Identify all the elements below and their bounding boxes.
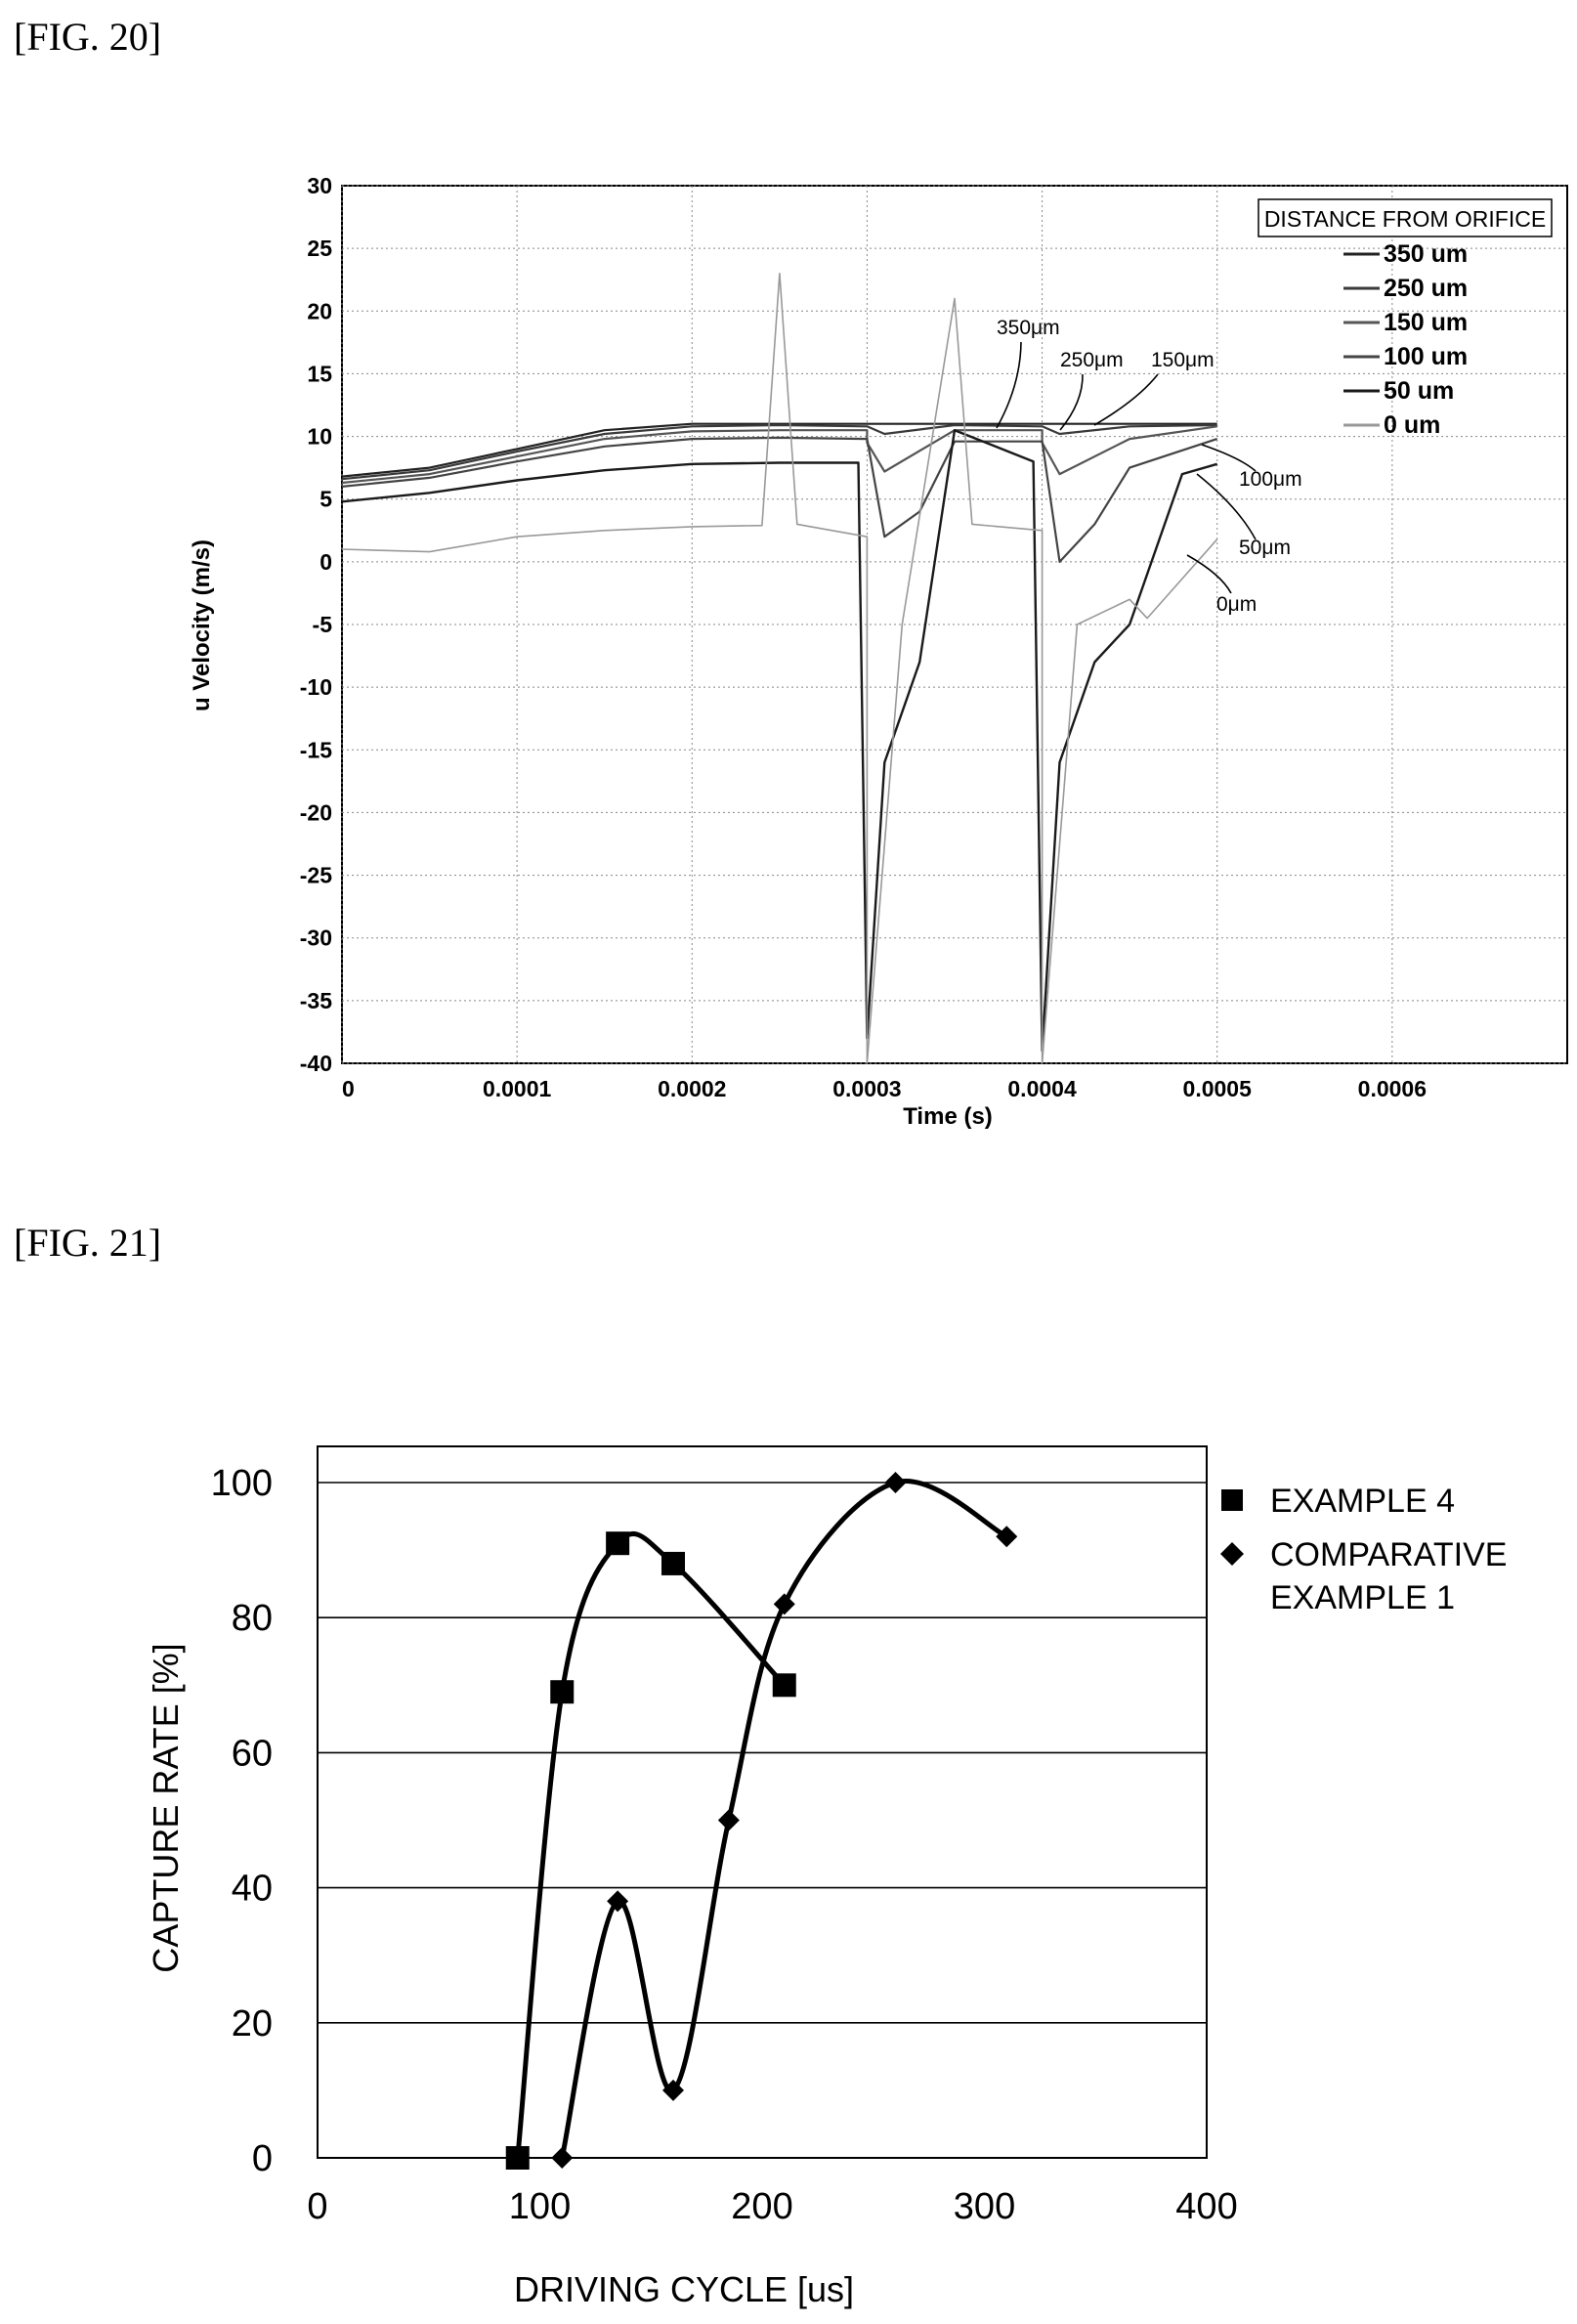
fig20-legend-title-box xyxy=(1257,198,1553,237)
fig20-xtick-label: 0.0002 xyxy=(658,1076,726,1101)
fig20-annotation-leader xyxy=(1186,554,1232,594)
fig21-ytick-label: 100 xyxy=(211,1463,273,1504)
fig20-legend-label: 350 um xyxy=(1384,240,1468,268)
legend-label-comparative-example-1: COMPARATIVE EXAMPLE 1 xyxy=(1270,1536,1507,1616)
fig20-annotation-label: 0μm xyxy=(1216,593,1257,616)
fig21-label: [FIG. 21] xyxy=(14,1221,162,1265)
fig20-series-line-250-um xyxy=(341,423,1217,481)
fig20-annotation-label: 100μm xyxy=(1239,468,1302,491)
fig20-ytick-label: 15 xyxy=(307,361,332,386)
fig20-series-line-50-um xyxy=(341,429,1218,1053)
fig20-xlabel: Time (s) xyxy=(903,1103,993,1130)
fig21-ytick-label: 60 xyxy=(232,1733,273,1774)
fig21-ytick-label: 80 xyxy=(232,1598,273,1639)
fig20-legend-title: DISTANCE FROM ORIFICE xyxy=(1264,206,1546,232)
fig20-annotation-leader xyxy=(1059,373,1084,431)
fig20-ytick-label: -5 xyxy=(313,612,333,637)
fig21-marker-diamond xyxy=(607,1890,629,1913)
fig21-xtick-label: 0 xyxy=(307,2186,327,2227)
fig20-xtick-label: 0.0006 xyxy=(1358,1076,1427,1101)
fig21-legend: EXAMPLE 4 COMPARATIVE EXAMPLE 1 xyxy=(1220,1483,1507,1616)
fig21-xtick-label: 200 xyxy=(731,2186,792,2227)
fig20-legend-label: 0 um xyxy=(1384,411,1440,439)
fig20-ytick-label: -15 xyxy=(300,737,332,762)
fig20-label: [FIG. 20] xyxy=(14,15,162,59)
fig20-series-line-100-um xyxy=(341,436,1218,563)
legend-marker-example-4 xyxy=(1221,1489,1243,1511)
fig21-plot-frame xyxy=(317,1445,1208,2159)
fig20-ytick-label: -25 xyxy=(300,863,332,888)
fig21-ylabel: CAPTURE RATE [%] xyxy=(146,1643,186,1972)
fig20-ytick-label: 10 xyxy=(307,424,332,450)
fig20-ytick-label: -10 xyxy=(300,674,332,700)
fig20-annotation-leader xyxy=(1196,473,1257,540)
fig21-ytick-label: 20 xyxy=(232,2003,273,2044)
fig21-xtick-label: 300 xyxy=(954,2186,1015,2227)
fig21-marker-diamond xyxy=(551,2147,574,2169)
fig20-series-line-350-um xyxy=(341,422,1217,478)
fig21-series-line-example-4 xyxy=(515,1530,787,2159)
fig20-legend-label: 250 um xyxy=(1384,275,1468,302)
fig20-ytick-label: 20 xyxy=(307,298,332,323)
fig20-annotation-label: 350μm xyxy=(997,317,1060,339)
fig20-xtick-label: 0.0001 xyxy=(483,1076,552,1101)
fig20-annotation-label: 50μm xyxy=(1239,537,1291,559)
fig20-series-line-0-um xyxy=(341,273,1218,1064)
fig21-marker-diamond xyxy=(884,1472,907,1493)
fig21-marker-square xyxy=(772,1673,796,1698)
fig21-ytick-label: 40 xyxy=(232,1869,273,1910)
fig20-xtick-label: 0.0004 xyxy=(1007,1076,1077,1101)
legend-label-line: EXAMPLE 1 xyxy=(1270,1579,1455,1616)
fig20-ytick-label: -30 xyxy=(300,925,332,951)
fig21-marker-square xyxy=(550,1680,575,1704)
fig20-xtick-label: 0.0005 xyxy=(1183,1076,1253,1101)
fig20-legend-label: 150 um xyxy=(1384,309,1468,336)
fig21-xtick-label: 400 xyxy=(1175,2186,1237,2227)
legend-marker-comparative-example-1 xyxy=(1220,1542,1244,1566)
fig21-ytick-label: 0 xyxy=(252,2138,273,2179)
fig20-legend: DISTANCE FROM ORIFICE 350 um 250 um 150 um… xyxy=(1257,198,1553,439)
fig21-marker-square xyxy=(505,2146,530,2170)
fig21-marker-square xyxy=(661,1551,685,1575)
fig20-xtick-label: 0.0003 xyxy=(832,1076,901,1101)
fig20-annotation-label: 250μm xyxy=(1060,349,1124,371)
fig21-marker-diamond xyxy=(773,1593,795,1615)
fig21-marker-diamond xyxy=(996,1526,1018,1548)
velocity-chart: 30 25 20 15 10 5 0 -5 -10 -15 -20 -25 -30 -35 -40 0 0.0… xyxy=(189,173,1568,1130)
fig20-ytick-label: 5 xyxy=(320,487,332,512)
fig21-xlabel: DRIVING CYCLE [us] xyxy=(514,2269,854,2309)
legend-label-line: COMPARATIVE xyxy=(1270,1536,1507,1573)
fig20-annotation-leader xyxy=(1093,373,1159,426)
fig20-ytick-label: 0 xyxy=(320,549,332,575)
fig21-marker-square xyxy=(606,1531,630,1556)
fig21-xtick-label: 100 xyxy=(509,2186,571,2227)
fig20-legend-label: 50 um xyxy=(1384,377,1454,405)
fig20-annotation-leader xyxy=(1201,444,1257,472)
fig20-ytick-label: 30 xyxy=(307,173,332,198)
fig20-ytick-label: -40 xyxy=(300,1051,332,1076)
fig20-ytick-label: 25 xyxy=(307,236,332,261)
fig20-legend-label: 100 um xyxy=(1384,343,1468,370)
fig20-ylabel: u Velocity (m/s) xyxy=(189,539,215,711)
fig20-xtick-label: 0 xyxy=(342,1076,355,1101)
legend-label-example-4: EXAMPLE 4 xyxy=(1270,1483,1455,1520)
fig20-annotation-label: 150μm xyxy=(1151,349,1215,371)
fig20-ytick-label: -35 xyxy=(300,988,332,1013)
fig21-marker-diamond xyxy=(662,2079,684,2101)
fig21-marker-diamond xyxy=(717,1809,740,1831)
fig20-ytick-label: -20 xyxy=(300,799,332,825)
fig20-annotation-leader xyxy=(996,341,1022,429)
